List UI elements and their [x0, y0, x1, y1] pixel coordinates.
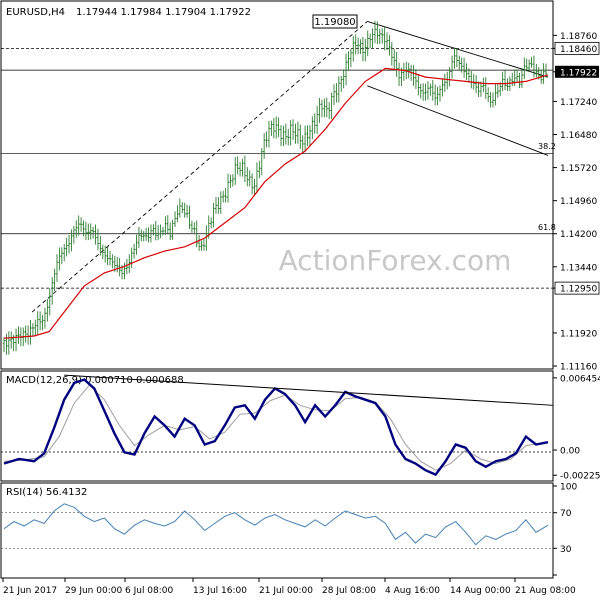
x-tick-label: 13 Jul 16:00: [193, 586, 247, 596]
rsi-levels: [1, 512, 553, 549]
price-trendline: [367, 20, 549, 78]
rsi-y-axis: 100 70 30: [553, 483, 577, 576]
macd-line: [3, 378, 549, 477]
ohlc-label: 1.17944 1.17984 1.17904 1.17922: [76, 7, 251, 18]
level-price-box: [554, 41, 600, 55]
x-tick-label: 21 Aug 08:00: [515, 586, 576, 596]
macd-y-axis: 0.006454 0.00 -0.002252: [553, 374, 600, 482]
price-trendline: [367, 85, 549, 156]
price-tick-label: 1.18760: [560, 32, 597, 42]
symbol-label: EURUSD,H4: [6, 7, 65, 18]
x-tick-label: 21 Jun 2017: [3, 586, 57, 596]
rsi-tick-label: 70: [560, 509, 572, 519]
price-trendline: [31, 21, 368, 313]
macd-panel-frame: [0, 370, 554, 482]
x-tick-label: 21 Jul 00:00: [259, 586, 313, 596]
price-tick-label: 1.13440: [560, 263, 597, 273]
rsi-title: RSI(14) 56.4132: [6, 487, 87, 498]
watermark: ActionForex.com: [279, 244, 512, 277]
macd-tick-label: -0.002252: [560, 472, 600, 482]
fib-382-label: 38.2: [538, 142, 556, 151]
price-tick-label: 1.12950: [560, 285, 597, 295]
price-tick-label: 1.14960: [560, 197, 597, 207]
price-trendlines: [31, 20, 549, 313]
rsi-line: [3, 503, 549, 546]
price-tick-label: 1.16480: [560, 131, 597, 141]
x-tick-label: 29 Jun 00:00: [65, 586, 122, 596]
rsi-panel-frame: [0, 482, 554, 579]
x-tick-label: 14 Aug 00:00: [450, 586, 511, 596]
macd-signal-line: [3, 384, 549, 471]
macd-title: MACD(12,26,9) 0.000710 0.000688: [6, 375, 184, 386]
price-y-axis: 1.18760 1.18460 1.17922 1.17240 1.16480 1.157…: [553, 32, 600, 373]
x-tick-label: 6 Jul 08:00: [125, 586, 174, 596]
x-axis: 21 Jun 2017 29 Jun 00:00 6 Jul 08:00 13 Jul…: [2, 578, 576, 596]
price-tick-label: 1.15720: [560, 164, 597, 174]
current-price-box: [555, 65, 599, 78]
macd-tick-label: 0.00: [560, 447, 580, 457]
high-label-box: [312, 14, 358, 29]
x-tick-label: 28 Jul 08:00: [322, 586, 376, 596]
price-tick-label: 1.11160: [560, 363, 597, 373]
macd-tick-label: 0.006454: [560, 374, 600, 384]
price-bars: [2, 20, 548, 355]
level-price-box: [554, 281, 600, 295]
fib-618-label: 61.8: [538, 223, 556, 232]
price-tick-label: 1.17922: [560, 68, 597, 78]
price-tick-label: 1.11920: [560, 329, 597, 339]
price-tick-label: 1.14200: [560, 230, 597, 240]
rsi-tick-label: 30: [560, 545, 572, 555]
macd-trendline: [64, 374, 554, 406]
rsi-tick-label: 100: [560, 483, 577, 493]
high-label: 1.19080: [314, 17, 355, 28]
price-panel-frame: [0, 0, 554, 370]
price-levels: [1, 47, 553, 289]
price-tick-label: 1.17240: [560, 98, 597, 108]
sma-line: [3, 67, 549, 339]
price-tick-label: 1.18460: [560, 45, 597, 55]
x-tick-label: 4 Aug 16:00: [385, 586, 440, 596]
